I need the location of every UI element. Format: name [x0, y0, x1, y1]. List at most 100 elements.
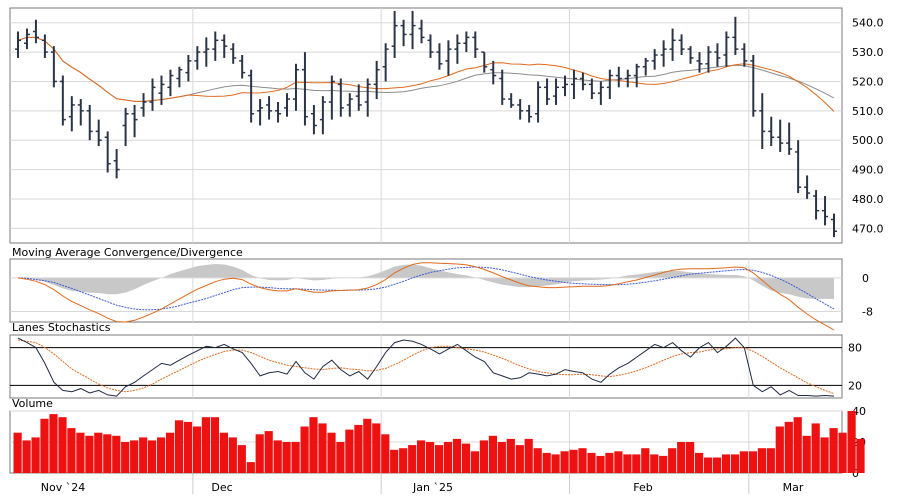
volume-bar — [596, 455, 605, 473]
ohlc-bar — [777, 119, 784, 152]
volume-bar — [551, 454, 560, 473]
volume-bar — [103, 434, 112, 474]
volume-bar — [704, 457, 713, 473]
volume-bar — [363, 418, 372, 474]
ohlc-bar — [41, 34, 48, 58]
stochastics-title: Lanes Stochastics — [12, 321, 111, 334]
ohlc-bar — [615, 66, 622, 88]
macd-histogram — [18, 264, 834, 299]
ohlc-bar — [77, 99, 84, 126]
macd-title: Moving Average Convergence/Divergence — [12, 246, 243, 259]
volume-bar — [802, 435, 811, 473]
volume-bar — [730, 454, 740, 473]
volume-bar — [587, 452, 596, 473]
stochastics-panel: 80 20 Lanes Stochastics — [9, 321, 862, 399]
ohlc-bar — [337, 78, 344, 117]
volume-bar — [569, 449, 578, 474]
volume-bar — [695, 452, 704, 473]
volume-bar — [67, 428, 76, 473]
volume-bar — [210, 417, 219, 473]
ohlc-bar — [185, 55, 192, 82]
ohlc-bar — [490, 60, 497, 85]
volume-bar — [139, 437, 148, 473]
volume-bar — [201, 417, 210, 473]
volume-bar — [677, 442, 686, 473]
ohlc-bar — [203, 37, 210, 67]
ohlc-bar — [786, 122, 793, 155]
ohlc-bar — [526, 104, 533, 123]
volume-bar — [650, 454, 659, 473]
volume-bar — [354, 424, 363, 473]
ohlc-bar — [382, 43, 389, 82]
ohlc-bar — [508, 93, 515, 108]
stochastics-tick-label: 20 — [848, 379, 862, 392]
macd-signal-line — [17, 266, 835, 311]
volume-bar — [219, 432, 228, 473]
volume-bar — [766, 448, 775, 473]
volume-bar — [31, 437, 40, 473]
ohlc-bar — [561, 75, 568, 97]
volume-bar — [121, 442, 130, 473]
ohlc-bar — [741, 43, 748, 67]
volume-bar — [659, 455, 668, 473]
volume-bar — [273, 440, 282, 473]
macd-panel-frame — [9, 258, 843, 323]
ohlc-bar — [257, 99, 264, 126]
volume-bar — [443, 442, 453, 473]
volume-bar — [112, 435, 121, 473]
ohlc-bar — [606, 69, 613, 100]
volume-bar — [399, 448, 408, 473]
ohlc-bar — [831, 213, 837, 238]
ohlc-bar — [570, 69, 577, 100]
ohlc-bar — [355, 84, 362, 111]
ohlc-bar — [400, 19, 407, 47]
x-axis-month-label: Nov `24 — [41, 481, 85, 494]
ohlc-bar — [579, 72, 586, 91]
ohlc-bar — [59, 75, 66, 126]
ohlc-bar — [230, 43, 237, 64]
volume-bar — [641, 448, 650, 473]
volume-bar — [479, 440, 488, 473]
stochastics-k-line — [17, 337, 835, 397]
price-panel-frame — [9, 7, 843, 244]
volume-bar — [712, 457, 722, 473]
ohlc-bar — [23, 28, 30, 50]
ohlc-bar — [804, 175, 811, 199]
ohlc-bar — [319, 96, 326, 135]
volume-bar — [157, 437, 166, 473]
volume-bar — [381, 434, 390, 474]
volume-bar — [390, 449, 399, 474]
ohlc-bar — [50, 46, 57, 88]
ohlc-bar — [454, 34, 461, 64]
ohlc-bar — [633, 63, 640, 88]
ohlc-bar — [678, 34, 685, 55]
volume-bar — [336, 442, 345, 473]
volume-bar — [578, 448, 587, 473]
x-axis-month-label: Dec — [211, 481, 232, 494]
ohlc-bar — [723, 31, 730, 67]
ohlc-bar — [131, 104, 138, 138]
volume-bar — [686, 442, 695, 473]
price-tick-label: 480.0 — [852, 193, 884, 206]
ohlc-bar — [95, 119, 102, 147]
ohlc-bar — [149, 78, 156, 111]
ohlc-bar — [624, 69, 631, 88]
ohlc-bar — [553, 78, 560, 105]
ohlc-bar — [472, 31, 479, 58]
ohlc-bar — [687, 46, 694, 64]
volume-bar — [237, 445, 246, 473]
ohlc-bar — [436, 43, 443, 70]
ohlc-bar — [194, 46, 201, 70]
ohlc-bar — [705, 46, 712, 73]
volume-bar — [13, 432, 22, 473]
volume-bar — [632, 454, 641, 473]
macd-panel: 0 -8 Moving Average Convergence/Divergence — [9, 246, 873, 331]
volume-bar — [614, 451, 623, 473]
ohlc-bar — [310, 104, 317, 135]
ohlc-bar — [239, 55, 246, 79]
ohlc-bar — [346, 93, 353, 117]
price-tick-label: 470.0 — [852, 222, 884, 235]
ohlc-bar — [445, 40, 452, 76]
volume-bar — [372, 423, 381, 473]
ohlc-bar — [140, 93, 147, 117]
